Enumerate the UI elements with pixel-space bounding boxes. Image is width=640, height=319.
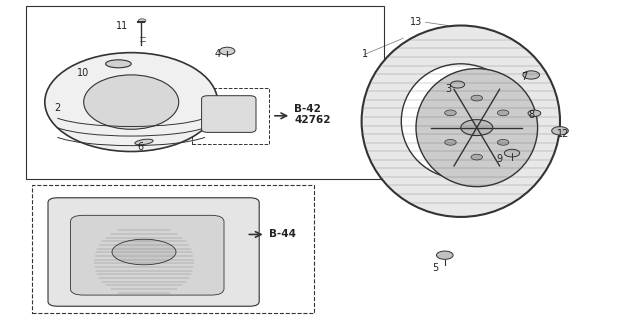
Circle shape xyxy=(445,139,456,145)
Ellipse shape xyxy=(362,26,560,217)
Circle shape xyxy=(445,110,456,116)
FancyBboxPatch shape xyxy=(70,215,224,295)
Text: B-42
42762: B-42 42762 xyxy=(294,104,331,125)
Circle shape xyxy=(497,110,509,116)
Circle shape xyxy=(504,149,520,157)
Ellipse shape xyxy=(416,69,538,187)
Circle shape xyxy=(528,110,541,116)
Ellipse shape xyxy=(112,239,176,265)
Text: 1: 1 xyxy=(362,49,368,59)
Circle shape xyxy=(471,95,483,101)
Text: 11: 11 xyxy=(115,20,128,31)
Circle shape xyxy=(471,154,483,160)
Text: 8: 8 xyxy=(528,110,534,120)
Circle shape xyxy=(497,139,509,145)
Ellipse shape xyxy=(135,139,153,145)
Text: 3: 3 xyxy=(445,84,451,94)
Text: 2: 2 xyxy=(54,103,61,114)
Text: 6: 6 xyxy=(138,142,144,152)
Circle shape xyxy=(552,127,568,135)
Circle shape xyxy=(461,120,493,136)
Bar xyxy=(192,88,269,144)
Text: 13: 13 xyxy=(410,17,422,27)
Text: 4: 4 xyxy=(214,49,221,59)
Circle shape xyxy=(523,71,540,79)
Ellipse shape xyxy=(45,53,218,152)
Ellipse shape xyxy=(84,75,179,129)
Text: B-44: B-44 xyxy=(269,228,296,239)
Text: 9: 9 xyxy=(496,154,502,165)
Text: 5: 5 xyxy=(432,263,438,273)
Ellipse shape xyxy=(114,241,174,282)
FancyBboxPatch shape xyxy=(48,198,259,306)
Ellipse shape xyxy=(106,60,131,68)
FancyBboxPatch shape xyxy=(202,96,256,132)
Circle shape xyxy=(220,47,235,55)
Text: 10: 10 xyxy=(77,68,90,78)
Circle shape xyxy=(451,81,465,88)
Bar xyxy=(26,6,384,179)
Ellipse shape xyxy=(90,225,198,298)
Text: 12: 12 xyxy=(557,129,570,139)
Bar xyxy=(32,185,314,313)
Text: 7: 7 xyxy=(522,71,528,82)
Circle shape xyxy=(138,19,146,23)
Ellipse shape xyxy=(401,64,520,179)
Circle shape xyxy=(436,251,453,259)
